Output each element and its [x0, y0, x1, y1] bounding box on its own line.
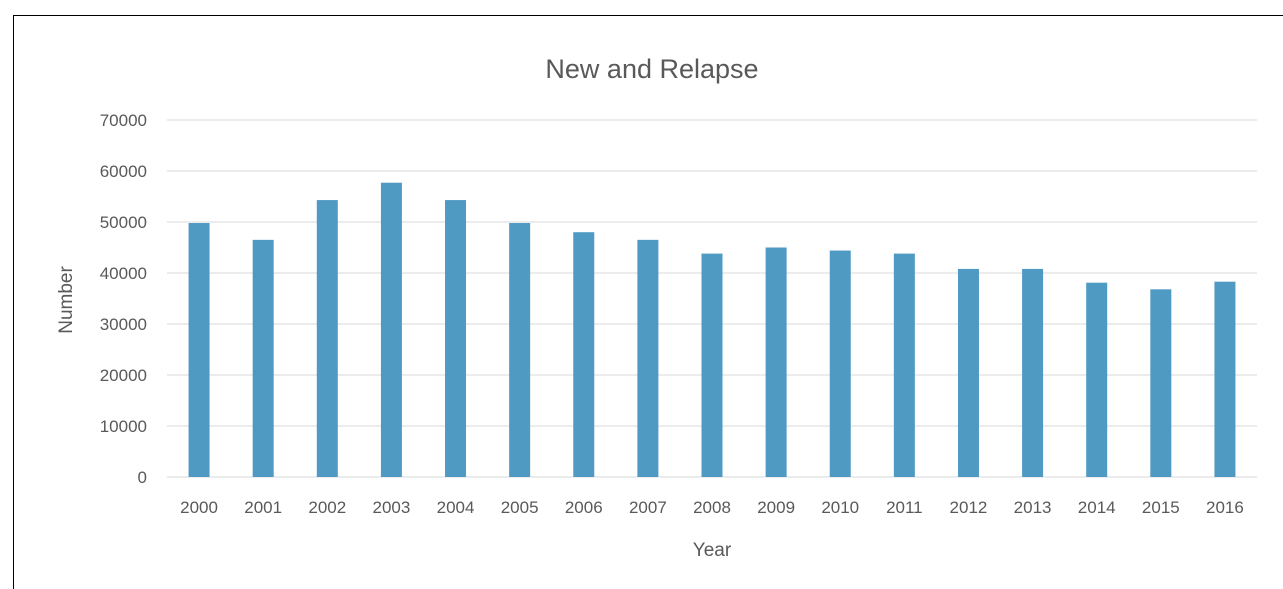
x-tick-label: 2014	[1078, 498, 1116, 517]
x-tick-label: 2006	[565, 498, 603, 517]
y-axis-ticks: 0 10000 20000 30000 40000 50000 60000 70000	[100, 111, 147, 487]
bar-2002	[316, 200, 338, 477]
x-tick-label: 2016	[1206, 498, 1244, 517]
x-tick-label: 2013	[1014, 498, 1052, 517]
x-tick-label: 2010	[821, 498, 859, 517]
x-tick-label: 2003	[372, 498, 410, 517]
bar-2014	[1086, 282, 1108, 477]
y-tick-label: 30000	[100, 315, 147, 334]
bar-2001	[252, 239, 274, 477]
bar-2016	[1214, 281, 1236, 477]
y-tick-label: 60000	[100, 162, 147, 181]
bar-2007	[637, 239, 659, 477]
bars	[188, 182, 1236, 478]
bar-2013	[1022, 268, 1044, 477]
x-tick-label: 2007	[629, 498, 667, 517]
y-tick-label: 0	[138, 468, 147, 487]
x-tick-label: 2001	[244, 498, 282, 517]
y-axis-title: Number	[56, 266, 77, 334]
bar-2015	[1150, 289, 1172, 477]
x-tick-label: 2002	[308, 498, 346, 517]
bar-2009	[765, 247, 787, 477]
x-tick-label: 2011	[886, 498, 923, 517]
x-tick-label: 2000	[180, 498, 218, 517]
bar-2010	[829, 250, 851, 477]
y-tick-label: 10000	[100, 417, 147, 436]
x-tick-label: 2005	[501, 498, 539, 517]
x-tick-label: 2012	[950, 498, 988, 517]
y-tick-label: 20000	[100, 366, 147, 385]
chart-title: New and Relapse	[545, 54, 758, 84]
bar-2005	[509, 223, 531, 477]
bar-2004	[445, 200, 467, 477]
x-axis-ticks: 2000 2001 2002 2003 2004 2005 2006 2007 2008 2009…	[180, 498, 1244, 517]
bar-2003	[380, 182, 402, 478]
bar-2006	[573, 232, 595, 477]
bar-2008	[701, 253, 723, 477]
x-tick-label: 2009	[757, 498, 795, 517]
y-tick-label: 70000	[100, 111, 147, 130]
x-axis-title: Year	[693, 540, 732, 561]
y-tick-label: 40000	[100, 264, 147, 283]
y-tick-label: 50000	[100, 213, 147, 232]
bar-2000	[188, 223, 210, 477]
x-tick-label: 2008	[693, 498, 731, 517]
x-tick-label: 2004	[437, 498, 475, 517]
bar-2012	[957, 268, 979, 477]
bar-2011	[893, 253, 915, 477]
x-tick-label: 2015	[1142, 498, 1180, 517]
